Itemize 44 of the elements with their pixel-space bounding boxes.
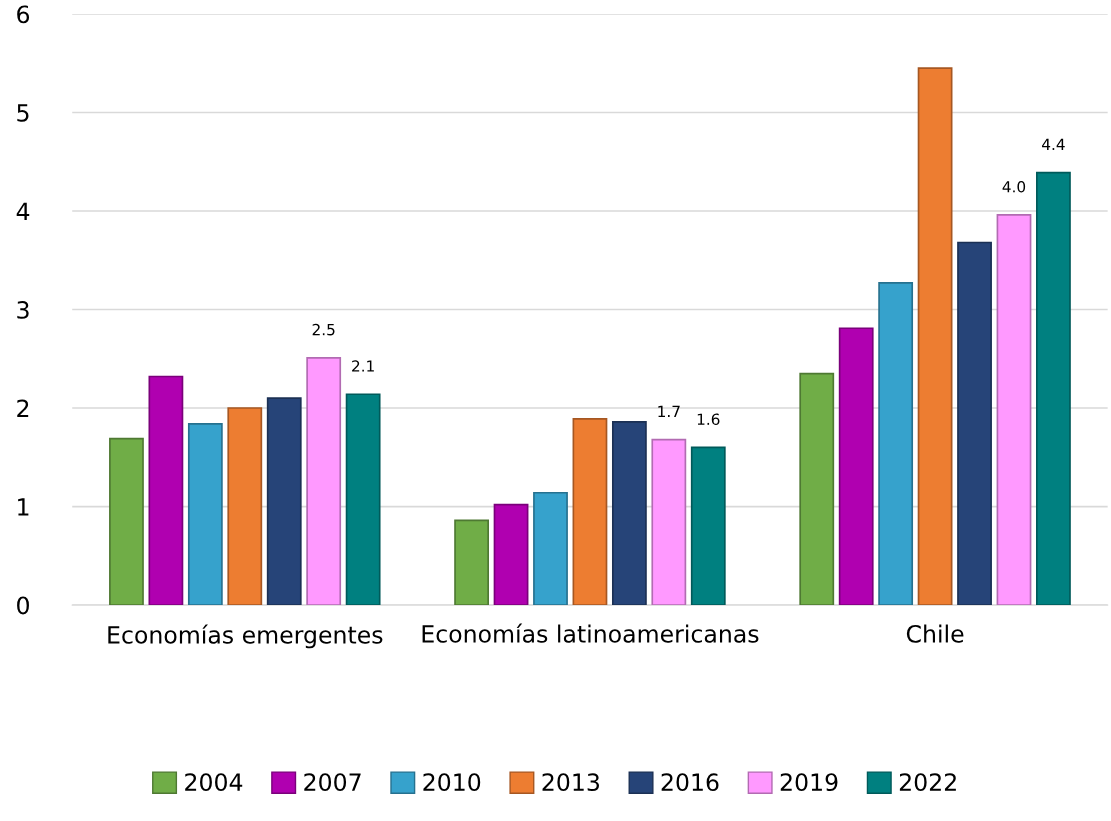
bar <box>493 503 529 606</box>
y-tick-label: 0 <box>17 596 29 615</box>
y-tick-label: 3 <box>17 300 29 319</box>
legend-label: 2016 <box>661 773 719 792</box>
bar <box>957 241 992 606</box>
bar <box>345 393 381 606</box>
y-tick-label: 5 <box>17 104 29 122</box>
bar <box>996 214 1032 606</box>
data-label: 4.4 <box>1042 138 1065 150</box>
bar <box>799 372 835 606</box>
x-tick-label: Economías emergentes <box>108 624 383 649</box>
x-tick-label: Chile <box>906 624 964 643</box>
bar <box>917 67 953 606</box>
data-label: 4.0 <box>1002 180 1026 193</box>
bar <box>651 438 687 606</box>
x-tick-label: Economías latinoamericanas <box>422 623 759 643</box>
legend-label: 2007 <box>304 773 361 792</box>
legend-label: 2010 <box>423 773 481 792</box>
bar <box>109 437 144 606</box>
data-label: 2.5 <box>312 323 335 336</box>
bar <box>572 418 608 606</box>
data-label: 1.6 <box>697 413 720 426</box>
y-tick-label: 6 <box>17 5 30 24</box>
bar <box>533 491 568 606</box>
bar <box>148 375 184 606</box>
bar <box>1036 171 1071 606</box>
y-tick-label: 1 <box>18 498 29 516</box>
bar <box>227 407 263 606</box>
bar <box>266 397 302 606</box>
bar <box>187 422 223 606</box>
data-label: 1.7 <box>658 405 680 417</box>
bar <box>878 282 914 606</box>
bar <box>306 356 342 606</box>
legend-label: 2004 <box>185 773 243 792</box>
data-label: 2.1 <box>352 360 374 372</box>
bar <box>611 420 647 606</box>
bar <box>690 446 726 606</box>
bar <box>454 519 490 606</box>
y-tick-label: 4 <box>16 202 30 220</box>
legend-label: 2013 <box>542 773 599 792</box>
y-tick-label: 2 <box>17 399 29 418</box>
legend-label: 2019 <box>780 773 838 792</box>
bar <box>838 327 874 606</box>
legend-label: 2022 <box>899 773 956 792</box>
